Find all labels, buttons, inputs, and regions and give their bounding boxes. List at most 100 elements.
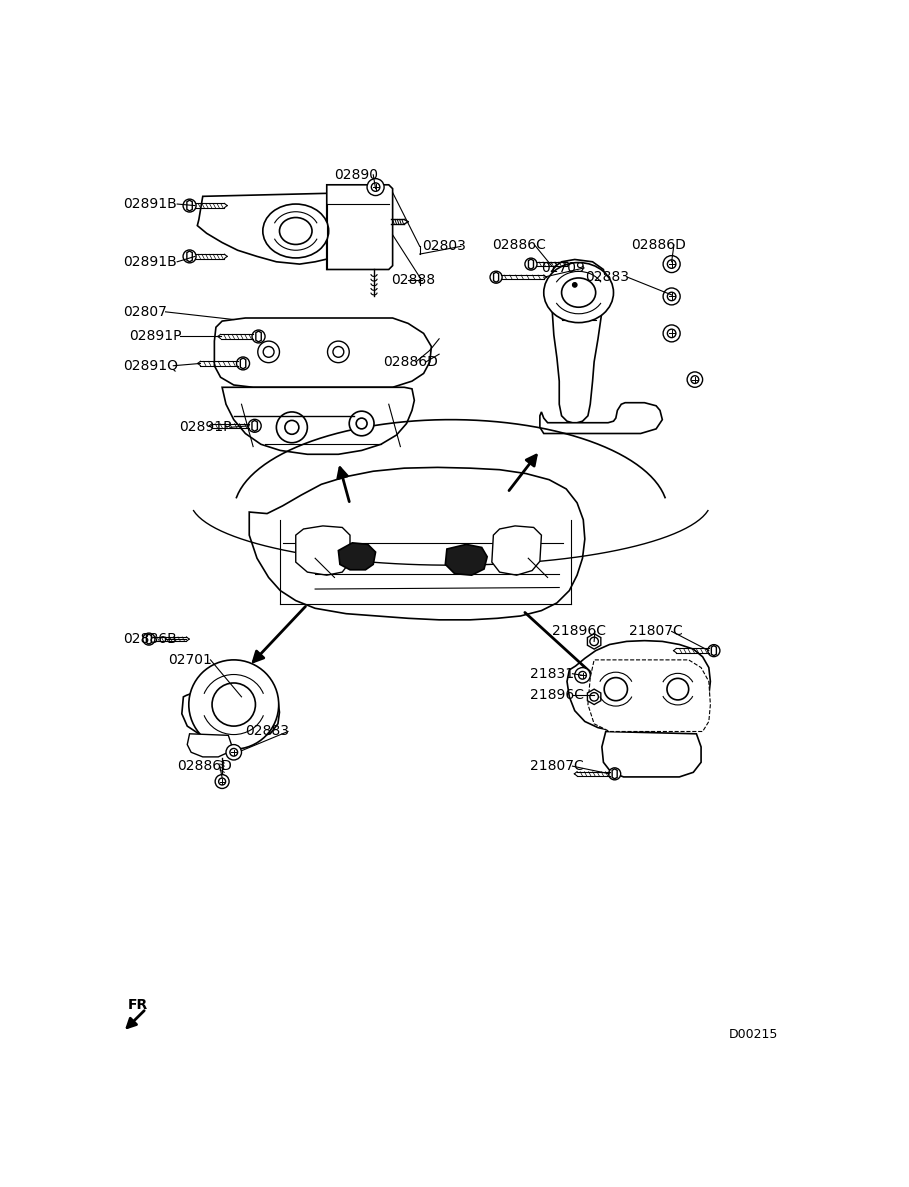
Circle shape — [691, 376, 699, 383]
Circle shape — [183, 250, 196, 262]
Polygon shape — [146, 634, 152, 645]
Circle shape — [252, 330, 265, 343]
Text: D00215: D00215 — [729, 1028, 778, 1041]
Circle shape — [663, 325, 680, 342]
Circle shape — [183, 199, 196, 212]
Polygon shape — [567, 641, 710, 732]
Circle shape — [230, 749, 237, 756]
Polygon shape — [255, 331, 261, 342]
Polygon shape — [494, 272, 499, 283]
Circle shape — [143, 633, 155, 645]
Ellipse shape — [279, 217, 312, 245]
Text: 21807C: 21807C — [530, 760, 584, 773]
Circle shape — [579, 672, 586, 679]
Text: 02709: 02709 — [542, 261, 585, 275]
Text: 02883: 02883 — [245, 724, 289, 738]
Circle shape — [333, 347, 344, 357]
Circle shape — [574, 667, 590, 683]
Circle shape — [663, 255, 680, 273]
Text: 02891P: 02891P — [179, 420, 232, 434]
Polygon shape — [712, 646, 716, 655]
Text: 02891P: 02891P — [129, 330, 182, 343]
Text: 21896C: 21896C — [530, 688, 584, 703]
Polygon shape — [187, 250, 193, 262]
Polygon shape — [587, 634, 601, 649]
Text: 02701: 02701 — [168, 653, 212, 667]
Circle shape — [654, 666, 701, 712]
Circle shape — [189, 660, 279, 749]
Text: 02886B: 02886B — [123, 633, 176, 646]
Circle shape — [667, 260, 676, 268]
Polygon shape — [338, 542, 375, 570]
Circle shape — [367, 178, 385, 196]
Polygon shape — [249, 468, 584, 620]
Circle shape — [590, 637, 598, 646]
Polygon shape — [540, 402, 663, 433]
Circle shape — [327, 341, 349, 363]
Text: 02891Q: 02891Q — [123, 358, 178, 373]
Circle shape — [708, 645, 720, 656]
Polygon shape — [252, 420, 257, 431]
Polygon shape — [326, 185, 393, 269]
Circle shape — [215, 775, 229, 788]
Text: 02888: 02888 — [391, 273, 435, 286]
Polygon shape — [588, 660, 710, 731]
Circle shape — [226, 744, 242, 760]
Polygon shape — [197, 192, 381, 264]
Circle shape — [258, 341, 279, 363]
Circle shape — [248, 419, 261, 432]
Ellipse shape — [562, 278, 595, 307]
Polygon shape — [552, 260, 605, 424]
Polygon shape — [445, 545, 487, 576]
Circle shape — [604, 678, 627, 700]
Polygon shape — [295, 526, 350, 576]
Circle shape — [591, 665, 641, 713]
Circle shape — [219, 777, 225, 785]
Text: 02886D: 02886D — [632, 237, 686, 252]
Text: 02891B: 02891B — [123, 255, 176, 268]
Circle shape — [276, 412, 307, 443]
Circle shape — [264, 347, 274, 357]
Text: 02890: 02890 — [335, 167, 378, 182]
Ellipse shape — [544, 262, 614, 323]
Text: 02886D: 02886D — [384, 355, 438, 369]
Circle shape — [667, 292, 676, 300]
Text: 02891B: 02891B — [123, 197, 176, 211]
Polygon shape — [528, 259, 534, 269]
Polygon shape — [492, 526, 542, 576]
Text: 02807: 02807 — [123, 305, 166, 319]
Polygon shape — [215, 318, 432, 387]
Circle shape — [667, 678, 689, 700]
Circle shape — [212, 683, 255, 726]
Text: 21896C: 21896C — [553, 624, 606, 639]
Polygon shape — [587, 690, 601, 705]
Circle shape — [573, 283, 577, 287]
Circle shape — [236, 357, 250, 370]
Text: FR: FR — [127, 998, 148, 1011]
Text: 02883: 02883 — [584, 271, 629, 284]
Polygon shape — [187, 201, 193, 211]
Circle shape — [609, 768, 621, 780]
Text: 21807C: 21807C — [629, 624, 683, 639]
Circle shape — [524, 258, 537, 271]
Polygon shape — [182, 690, 279, 737]
Circle shape — [371, 183, 380, 191]
Text: 02886D: 02886D — [177, 760, 232, 773]
Circle shape — [663, 288, 680, 305]
Polygon shape — [187, 734, 232, 757]
Text: 02886C: 02886C — [492, 237, 545, 252]
Circle shape — [590, 692, 598, 702]
Polygon shape — [602, 731, 701, 777]
Text: 02803: 02803 — [422, 240, 466, 253]
Circle shape — [356, 418, 367, 429]
Text: 21831: 21831 — [530, 667, 574, 680]
Ellipse shape — [263, 204, 329, 258]
Circle shape — [687, 372, 703, 387]
Circle shape — [667, 329, 676, 337]
Polygon shape — [240, 358, 245, 369]
Circle shape — [490, 271, 502, 284]
Circle shape — [349, 411, 374, 436]
Polygon shape — [222, 387, 415, 455]
Circle shape — [285, 420, 299, 434]
Polygon shape — [612, 769, 617, 779]
